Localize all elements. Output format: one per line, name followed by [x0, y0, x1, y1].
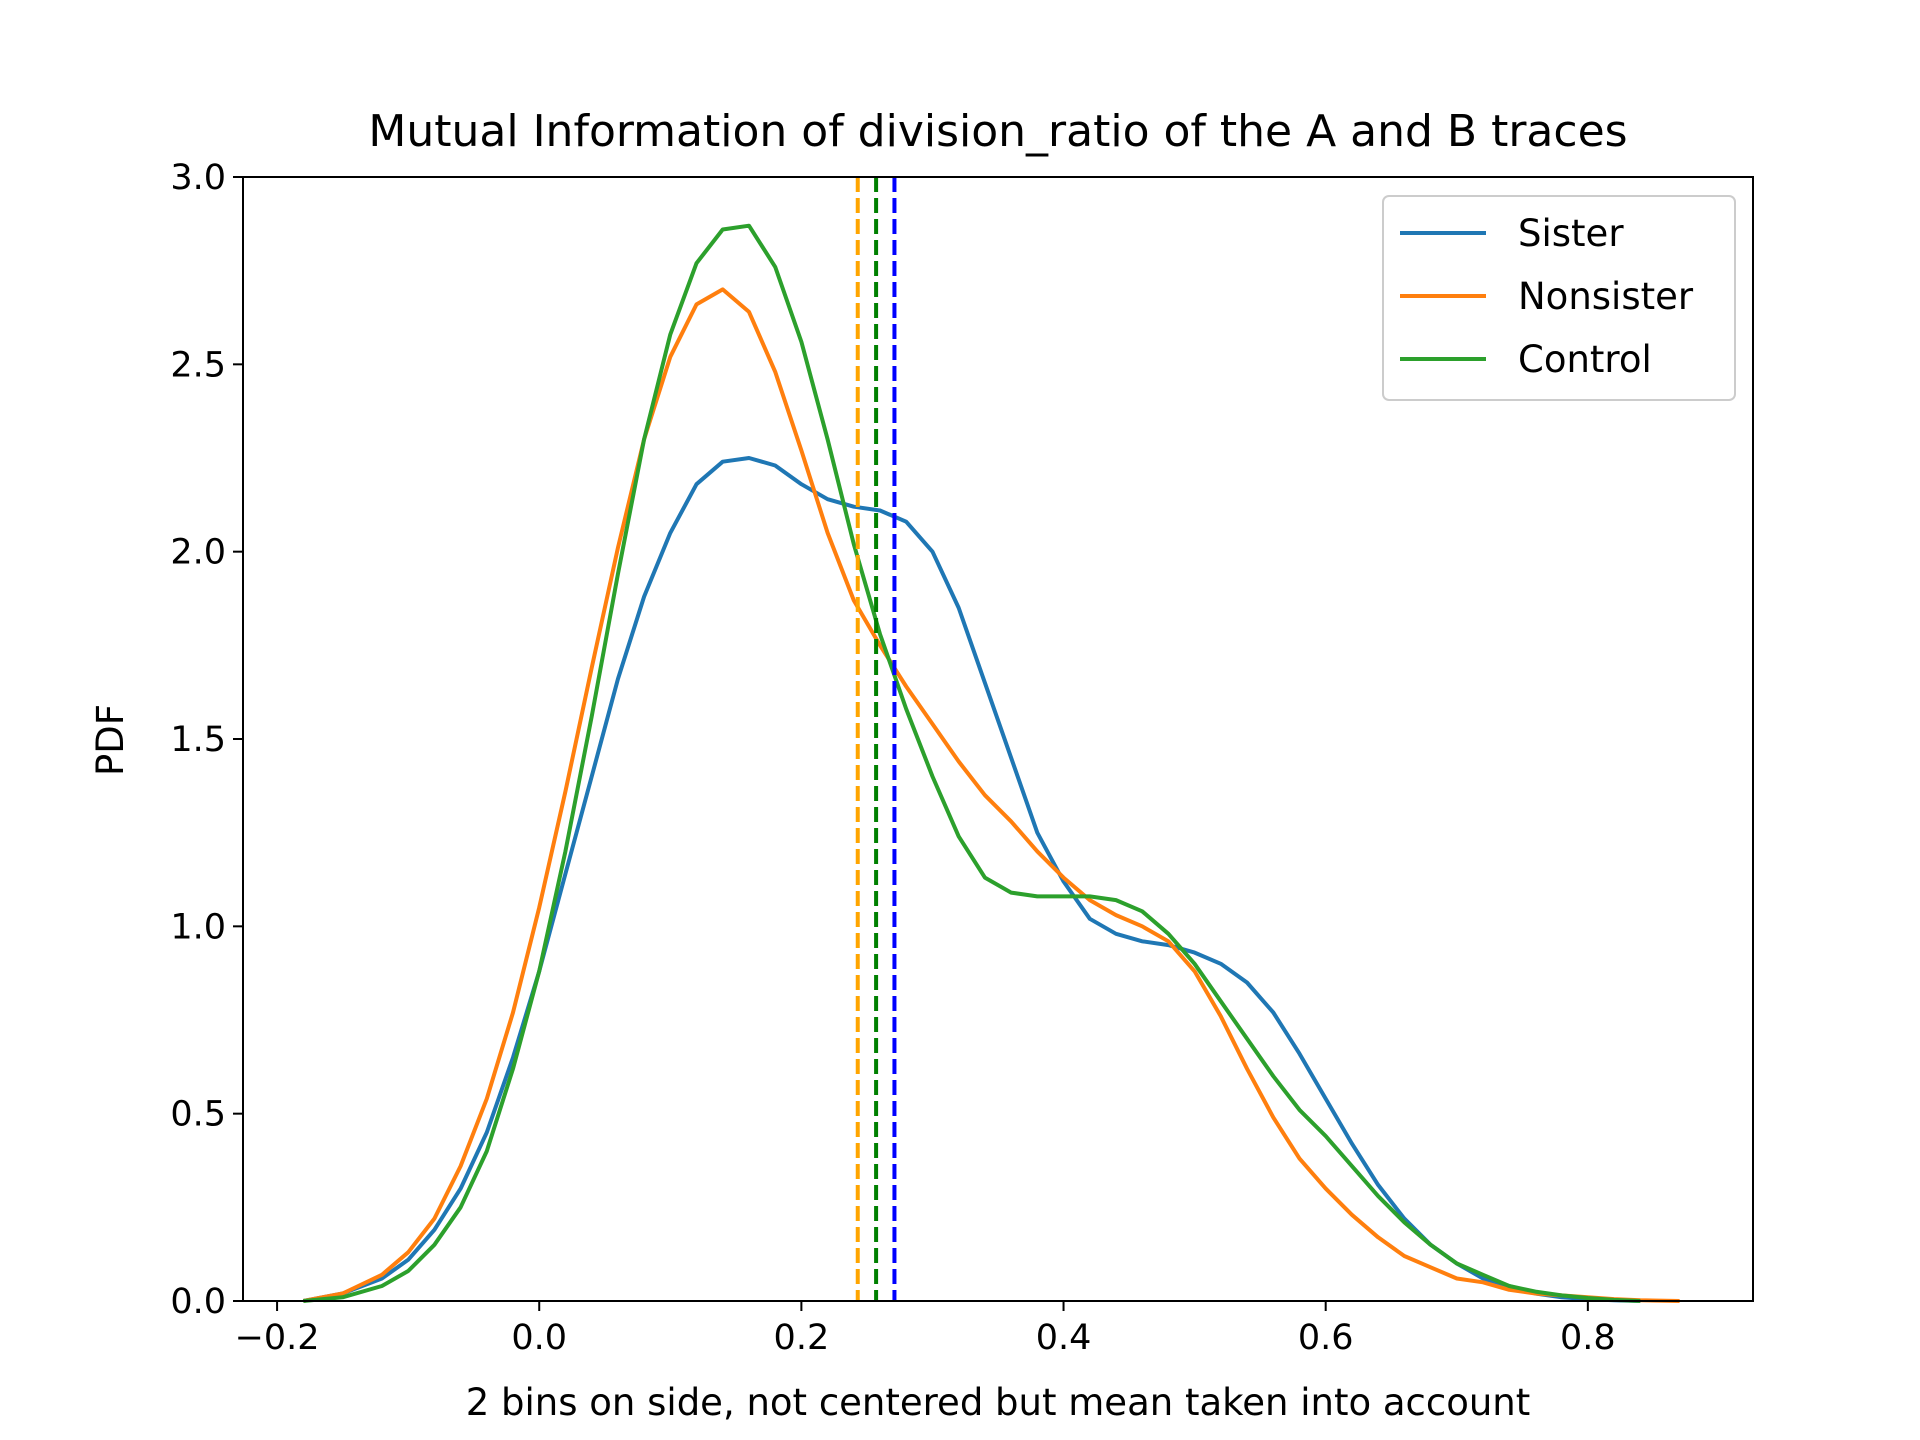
legend-label-sister: Sister — [1518, 212, 1624, 255]
y-tick-label: 1.0 — [170, 907, 226, 947]
y-tick-label: 3.0 — [170, 158, 226, 198]
y-tick-label: 2.5 — [170, 345, 226, 385]
x-tick-label: 0.0 — [511, 1318, 567, 1358]
series-line-control — [303, 223, 1641, 1303]
y-tick-label: 2.0 — [170, 533, 226, 573]
y-axis-label: PDF — [89, 704, 132, 776]
legend-box — [1382, 195, 1736, 401]
x-tick-label: 0.2 — [774, 1318, 830, 1358]
y-axis: 0.0 0.5 1.0 1.5 2.0 2.5 3.0 — [170, 158, 243, 1322]
y-tick-label: 0.0 — [170, 1282, 226, 1322]
legend-label-control: Control — [1518, 338, 1652, 381]
x-tick-label: 0.4 — [1036, 1318, 1092, 1358]
x-axis: −0.2 0.0 0.2 0.4 0.6 0.8 — [235, 1301, 1616, 1358]
y-tick-label: 0.5 — [170, 1095, 226, 1135]
x-tick-label: 0.6 — [1298, 1318, 1354, 1358]
series-line-nonsister — [302, 287, 1680, 1303]
chart-title: Mutual Information of division_ratio of … — [368, 106, 1627, 157]
y-tick-label: 1.5 — [170, 720, 226, 760]
plot-area — [242, 176, 1754, 1303]
legend-label-nonsister: Nonsister — [1518, 275, 1694, 318]
x-axis-label: 2 bins on side, not centered but mean ta… — [466, 1381, 1531, 1424]
legend: Sister Nonsister Control — [1382, 195, 1736, 401]
x-tick-label: −0.2 — [235, 1318, 320, 1358]
x-tick-label: 0.8 — [1560, 1318, 1616, 1358]
